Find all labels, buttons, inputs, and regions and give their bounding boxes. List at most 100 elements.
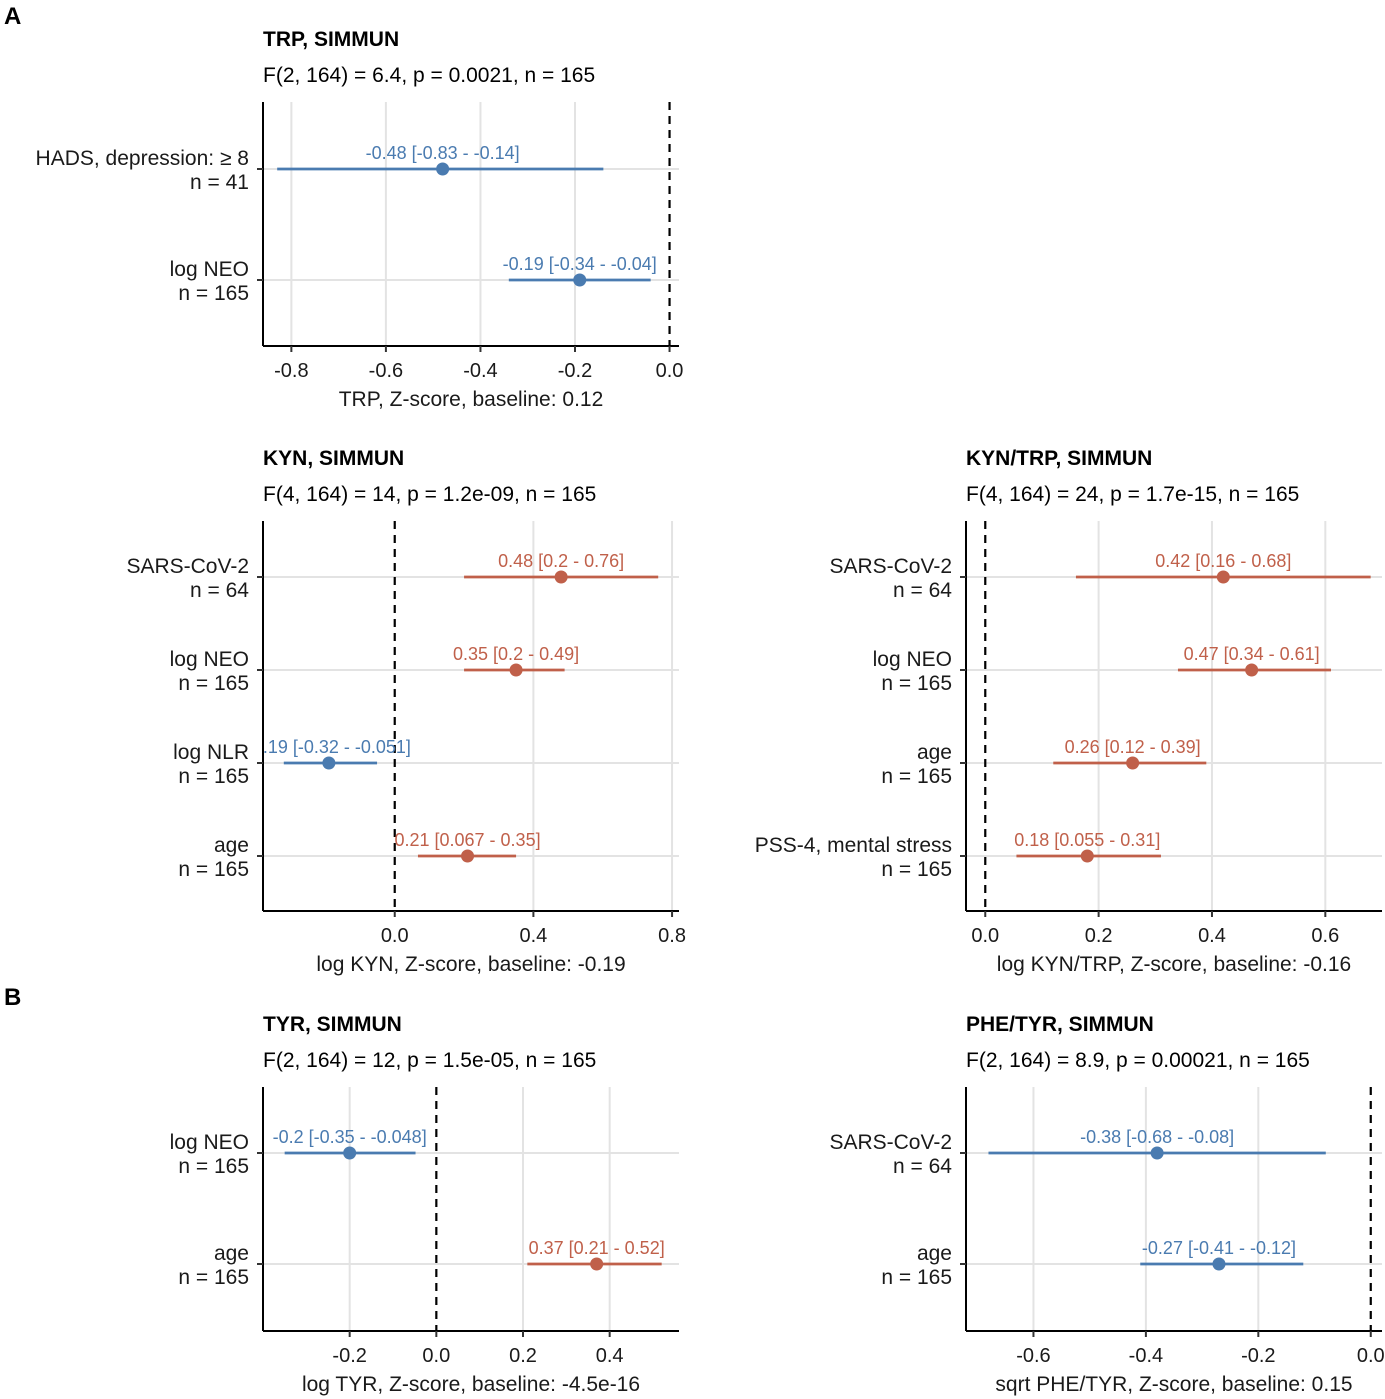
forest-plots: TRP, SIMMUN F(2, 164) = 6.4, p = 0.0021, … <box>36 28 1385 1396</box>
x-tick-label: -0.2 <box>1241 1345 1275 1367</box>
estimate-annotation: 0.47 [0.34 - 0.61] <box>1184 644 1320 664</box>
row-n-label: n = 64 <box>190 579 249 602</box>
point-estimate <box>1216 570 1230 584</box>
x-tick-label: 0.2 <box>1085 925 1113 947</box>
forest-plot-2: KYN, SIMMUN F(4, 164) = 14, p = 1.2e-09, … <box>126 447 686 976</box>
plot-title: KYN, SIMMUN <box>263 447 404 470</box>
row-n-label: n = 41 <box>190 171 249 194</box>
row-n-label: n = 165 <box>881 765 952 788</box>
forest-plot-1: TRP, SIMMUN F(2, 164) = 6.4, p = 0.0021, … <box>36 28 684 411</box>
x-tick-label: 0.0 <box>422 1345 450 1367</box>
row-n-label: n = 165 <box>881 858 952 881</box>
point-estimate <box>590 1257 604 1271</box>
estimate-annotation: 0.42 [0.16 - 0.68] <box>1155 551 1291 571</box>
point-estimate <box>573 273 587 287</box>
x-tick-label: -0.2 <box>558 360 592 382</box>
x-tick-label: -0.6 <box>1016 1345 1050 1367</box>
estimate-annotation: -0.19 [-0.32 - -0.051] <box>247 737 411 757</box>
forest-plot-4: TYR, SIMMUN F(2, 164) = 12, p = 1.5e-05, … <box>170 1013 679 1396</box>
estimate-annotation: -0.27 [-0.41 - -0.12] <box>1142 1238 1296 1258</box>
row-n-label: n = 165 <box>178 765 249 788</box>
row-n-label: n = 165 <box>178 1155 249 1178</box>
point-estimate <box>461 849 475 863</box>
row-label: HADS, depression: ≥ 8 <box>36 147 249 170</box>
point-estimate <box>1245 663 1259 677</box>
point-estimate <box>509 663 523 677</box>
estimate-annotation: -0.38 [-0.68 - -0.08] <box>1080 1127 1234 1147</box>
x-tick-label: -0.4 <box>1129 1345 1163 1367</box>
row-n-label: n = 165 <box>178 672 249 695</box>
row-n-label: n = 165 <box>178 1266 249 1289</box>
estimate-annotation: 0.37 [0.21 - 0.52] <box>529 1238 665 1258</box>
row-label: log NEO <box>170 258 249 281</box>
estimate-annotation: 0.26 [0.12 - 0.39] <box>1065 737 1201 757</box>
point-estimate <box>1150 1146 1164 1160</box>
plot-subtitle: F(2, 164) = 6.4, p = 0.0021, n = 165 <box>263 64 595 87</box>
plot-subtitle: F(4, 164) = 24, p = 1.7e-15, n = 165 <box>966 483 1299 506</box>
point-estimate <box>436 162 450 176</box>
estimate-annotation: 0.48 [0.2 - 0.76] <box>498 551 624 571</box>
point-estimate <box>1212 1257 1226 1271</box>
x-tick-label: 0.4 <box>1198 925 1226 947</box>
forest-plot-5: PHE/TYR, SIMMUN F(2, 164) = 8.9, p = 0.00… <box>829 1013 1384 1396</box>
point-estimate <box>1126 756 1140 770</box>
point-estimate <box>1080 849 1094 863</box>
row-label: age <box>917 1242 952 1265</box>
point-estimate <box>343 1146 357 1160</box>
plot-title: PHE/TYR, SIMMUN <box>966 1013 1154 1036</box>
row-label: age <box>214 834 249 857</box>
row-label: log NLR <box>173 741 249 764</box>
plot-title: TYR, SIMMUN <box>263 1013 402 1036</box>
row-n-label: n = 165 <box>881 1266 952 1289</box>
forest-plot-3: KYN/TRP, SIMMUN F(4, 164) = 24, p = 1.7e-… <box>755 447 1382 976</box>
estimate-annotation: 0.21 [0.067 - 0.35] <box>394 830 540 850</box>
x-tick-label: -0.2 <box>332 1345 366 1367</box>
plot-subtitle: F(2, 164) = 8.9, p = 0.00021, n = 165 <box>966 1049 1310 1072</box>
x-tick-label: -0.4 <box>463 360 497 382</box>
x-axis-label: sqrt PHE/TYR, Z-score, baseline: 0.15 <box>995 1373 1352 1396</box>
x-axis-label: TRP, Z-score, baseline: 0.12 <box>339 388 604 411</box>
panel-label-a: A <box>4 3 21 30</box>
plot-subtitle: F(2, 164) = 12, p = 1.5e-05, n = 165 <box>263 1049 596 1072</box>
plot-title: KYN/TRP, SIMMUN <box>966 447 1152 470</box>
x-tick-label: -0.8 <box>274 360 308 382</box>
estimate-annotation: -0.2 [-0.35 - -0.048] <box>273 1127 427 1147</box>
plot-title: TRP, SIMMUN <box>263 28 399 51</box>
estimate-annotation: -0.19 [-0.34 - -0.04] <box>503 254 657 274</box>
row-label: log NEO <box>170 648 249 671</box>
row-label: age <box>214 1242 249 1265</box>
estimate-annotation: -0.48 [-0.83 - -0.14] <box>366 143 520 163</box>
row-n-label: n = 165 <box>881 672 952 695</box>
row-label: SARS-CoV-2 <box>126 555 249 578</box>
row-label: PSS-4, mental stress <box>755 834 952 857</box>
panel-label-b: B <box>4 984 21 1011</box>
row-label: SARS-CoV-2 <box>829 1131 952 1154</box>
row-label: age <box>917 741 952 764</box>
estimate-annotation: 0.35 [0.2 - 0.49] <box>453 644 579 664</box>
x-axis-label: log KYN/TRP, Z-score, baseline: -0.16 <box>997 953 1351 976</box>
plot-subtitle: F(4, 164) = 14, p = 1.2e-09, n = 165 <box>263 483 596 506</box>
x-tick-label: 0.0 <box>971 925 999 947</box>
x-tick-label: -0.6 <box>369 360 403 382</box>
point-estimate <box>554 570 568 584</box>
x-tick-label: 0.4 <box>519 925 547 947</box>
row-n-label: n = 165 <box>178 282 249 305</box>
row-n-label: n = 165 <box>178 858 249 881</box>
x-axis-label: log TYR, Z-score, baseline: -4.5e-16 <box>302 1373 640 1396</box>
x-tick-label: 0.2 <box>509 1345 537 1367</box>
x-tick-label: 0.8 <box>658 925 686 947</box>
point-estimate <box>322 756 336 770</box>
estimate-annotation: 0.18 [0.055 - 0.31] <box>1014 830 1160 850</box>
x-tick-label: 0.0 <box>381 925 409 947</box>
row-n-label: n = 64 <box>893 579 952 602</box>
x-axis-label: log KYN, Z-score, baseline: -0.19 <box>316 953 625 976</box>
row-n-label: n = 64 <box>893 1155 952 1178</box>
x-tick-label: 0.6 <box>1311 925 1339 947</box>
x-tick-label: 0.4 <box>596 1345 624 1367</box>
row-label: log NEO <box>873 648 952 671</box>
x-tick-label: 0.0 <box>1357 1345 1385 1367</box>
row-label: log NEO <box>170 1131 249 1154</box>
x-tick-label: 0.0 <box>656 360 684 382</box>
row-label: SARS-CoV-2 <box>829 555 952 578</box>
